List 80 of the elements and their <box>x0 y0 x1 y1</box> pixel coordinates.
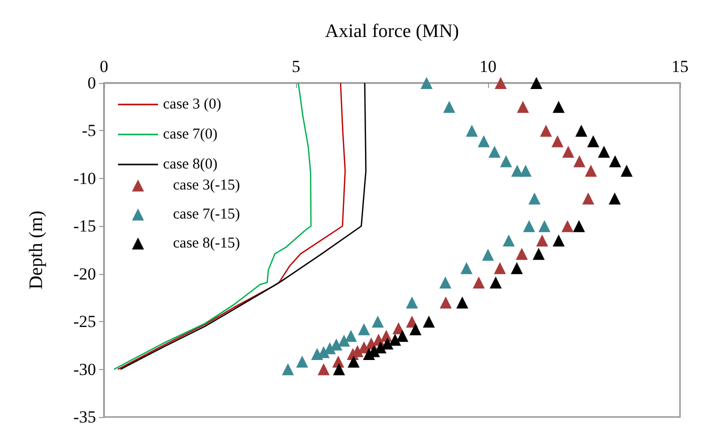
point <box>456 296 468 308</box>
point <box>422 316 435 328</box>
point <box>573 155 586 168</box>
point <box>587 135 600 148</box>
y-tick-label: -35 <box>73 408 96 426</box>
point <box>443 100 456 113</box>
y-tick-label: -20 <box>73 264 96 284</box>
point <box>440 296 452 308</box>
x-tick-label: 0 <box>100 57 108 76</box>
point <box>362 348 375 360</box>
point <box>296 356 308 368</box>
point <box>344 330 357 342</box>
point <box>439 276 452 288</box>
point <box>561 220 574 232</box>
y-tick-label: 0 <box>88 74 96 92</box>
point <box>538 220 550 232</box>
point <box>523 220 536 232</box>
point <box>472 276 485 288</box>
y-tick-label: -5 <box>82 121 96 140</box>
point <box>502 234 515 246</box>
point <box>490 276 502 288</box>
x-tick-label: 5 <box>292 57 300 76</box>
legend-label: case 8(-15) <box>173 236 240 252</box>
x-axis-title: Axial force (MN) <box>324 21 460 42</box>
legend-label: case 7(0) <box>163 126 218 142</box>
y-tick-label: -15 <box>73 216 96 236</box>
line-series <box>113 82 312 370</box>
point <box>389 334 402 346</box>
point <box>520 164 532 177</box>
point <box>338 334 350 347</box>
point <box>348 356 360 368</box>
legend-label: case 3 (0) <box>163 96 222 112</box>
point <box>396 330 408 342</box>
point <box>552 234 565 246</box>
x-tick-label: 15 <box>672 57 688 76</box>
point <box>372 316 384 328</box>
legend-label: case 3(-15) <box>173 178 240 194</box>
y-tick-label: -30 <box>73 360 96 379</box>
point <box>620 164 633 177</box>
point <box>311 348 324 360</box>
y-tick-label: -25 <box>73 312 96 332</box>
point <box>500 155 512 168</box>
point <box>488 146 501 158</box>
point <box>532 248 545 260</box>
point <box>530 77 542 89</box>
point <box>552 135 564 148</box>
point <box>562 146 574 158</box>
point <box>516 248 528 260</box>
point <box>582 192 594 204</box>
point <box>333 363 346 376</box>
point <box>511 164 524 177</box>
point <box>598 146 610 158</box>
point <box>494 262 506 274</box>
point <box>478 135 490 148</box>
point <box>460 262 472 274</box>
point <box>575 124 588 137</box>
point <box>573 220 586 232</box>
point <box>420 77 433 89</box>
legend-label: case 7(-15) <box>173 206 240 222</box>
point <box>584 164 597 177</box>
point <box>482 248 494 261</box>
point <box>540 124 552 137</box>
point <box>494 77 507 89</box>
point <box>282 363 294 376</box>
point <box>516 100 529 113</box>
point <box>528 192 540 204</box>
point <box>409 323 422 336</box>
point <box>608 192 621 204</box>
y-axis-title: Depth (m) <box>26 210 47 290</box>
y-tick-label: -10 <box>73 168 96 188</box>
x-tick-label: 10 <box>480 57 496 76</box>
point <box>536 234 548 246</box>
point <box>466 124 478 137</box>
point <box>510 262 523 274</box>
point <box>406 296 418 308</box>
legend-label: case 8(0) <box>163 156 218 172</box>
point <box>552 100 565 113</box>
point <box>318 363 330 376</box>
point <box>609 155 622 168</box>
point <box>358 323 370 336</box>
